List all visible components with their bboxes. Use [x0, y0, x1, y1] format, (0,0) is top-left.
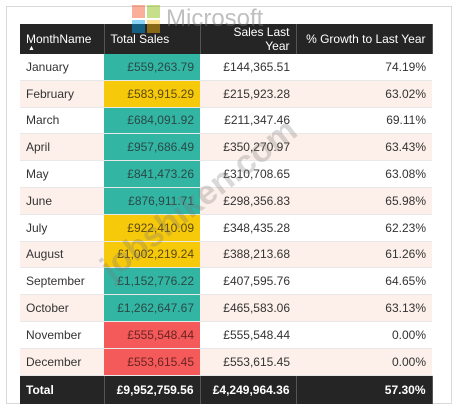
windows-logo-icon — [132, 5, 160, 33]
table-row: September £1,152,776.22 £407,595.76 64.65% — [20, 267, 432, 296]
total-sales-cell: £553,615.45 — [104, 348, 200, 376]
microsoft-logo: Microsoft — [132, 4, 263, 34]
total-sales-cell: £922,410.09 — [104, 214, 200, 242]
sales-last-year-cell: £553,615.45 — [200, 348, 296, 376]
month-cell: November — [20, 321, 104, 349]
table-row: July £922,410.09 £348,435.28 62.23% — [20, 214, 432, 242]
month-cell: April — [20, 133, 104, 162]
growth-cell: 63.43% — [296, 133, 432, 162]
total-sales-cell: £841,473.26 — [104, 160, 200, 188]
total-sales-total: £9,952,759.56 — [104, 375, 201, 404]
total-sales-cell: £1,002,219.24 — [104, 241, 200, 269]
sales-last-year-cell: £407,595.76 — [200, 267, 296, 296]
sales-last-year-cell: £211,347.46 — [200, 107, 296, 135]
month-cell: October — [20, 294, 104, 322]
sales-last-year-cell: £388,213.68 — [200, 241, 296, 269]
total-growth: 57.30% — [296, 375, 433, 404]
total-label: Total — [20, 375, 105, 404]
sales-last-year-cell: £350,270.97 — [200, 133, 296, 162]
sales-last-year-cell: £144,365.51 — [200, 54, 296, 81]
header-month-name-label: MonthName — [26, 32, 92, 46]
total-sales-cell: £684,091.92 — [104, 107, 200, 135]
total-sales-cell: £1,262,647.67 — [104, 294, 200, 322]
table-row: March £684,091.92 £211,347.46 69.11% — [20, 107, 432, 135]
logo-text: Microsoft — [166, 5, 264, 32]
table-row: November £555,548.44 £555,548.44 0.00% — [20, 321, 432, 349]
total-sales-last-year: £4,249,964.36 — [200, 375, 297, 404]
growth-cell: 74.19% — [296, 54, 432, 81]
month-cell: September — [20, 267, 104, 296]
growth-cell: 0.00% — [296, 321, 432, 349]
total-sales-cell: £1,152,776.22 — [104, 267, 200, 296]
header-growth[interactable]: % Growth to Last Year — [296, 24, 433, 54]
growth-cell: 64.65% — [296, 267, 432, 296]
month-cell: January — [20, 54, 104, 81]
growth-cell: 63.02% — [296, 80, 432, 108]
month-cell: March — [20, 107, 104, 135]
month-cell: August — [20, 241, 104, 269]
total-sales-cell: £957,686.49 — [104, 133, 200, 162]
total-sales-cell: £559,263.79 — [104, 54, 200, 81]
table-row: January £559,263.79 £144,365.51 74.19% — [20, 54, 432, 81]
sort-ascending-icon[interactable]: ▲ — [28, 45, 35, 52]
sales-last-year-cell: £215,923.28 — [200, 80, 296, 108]
growth-cell: 0.00% — [296, 348, 432, 376]
growth-cell: 61.26% — [296, 241, 432, 269]
table-row: June £876,911.71 £298,356.83 65.98% — [20, 187, 432, 215]
table-row: October £1,262,647.67 £465,583.06 63.13% — [20, 294, 432, 322]
table-row: August £1,002,219.24 £388,213.68 61.26% — [20, 241, 432, 269]
sales-last-year-cell: £310,708.65 — [200, 160, 296, 188]
table-row: May £841,473.26 £310,708.65 63.08% — [20, 160, 432, 188]
total-sales-cell: £555,548.44 — [104, 321, 200, 349]
sales-last-year-cell: £465,583.06 — [200, 294, 296, 322]
table-row: December £553,615.45 £553,615.45 0.00% — [20, 348, 432, 376]
month-cell: December — [20, 348, 104, 376]
sales-last-year-cell: £555,548.44 — [200, 321, 296, 349]
month-cell: February — [20, 80, 104, 108]
total-sales-cell: £876,911.71 — [104, 187, 200, 215]
sales-matrix-table: MonthName ▲ Total Sales Sales Last Year … — [20, 24, 433, 404]
header-total-sales[interactable]: Total Sales — [104, 24, 201, 54]
header-row: MonthName ▲ Total Sales Sales Last Year … — [20, 24, 433, 54]
growth-cell: 62.23% — [296, 214, 432, 242]
growth-cell: 63.08% — [296, 160, 432, 188]
growth-cell: 65.98% — [296, 187, 432, 215]
growth-cell: 63.13% — [296, 294, 432, 322]
sales-last-year-cell: £298,356.83 — [200, 187, 296, 215]
month-cell: July — [20, 214, 104, 242]
month-cell: June — [20, 187, 104, 215]
table-row: February £583,915.29 £215,923.28 63.02% — [20, 80, 432, 108]
total-row: Total £9,952,759.56 £4,249,964.36 57.30% — [20, 375, 433, 404]
sales-last-year-cell: £348,435.28 — [200, 214, 296, 242]
table-row: April £957,686.49 £350,270.97 63.43% — [20, 133, 432, 162]
growth-cell: 69.11% — [296, 107, 432, 135]
header-month-name[interactable]: MonthName ▲ — [20, 24, 105, 54]
header-sales-last-year[interactable]: Sales Last Year — [200, 24, 297, 54]
month-cell: May — [20, 160, 104, 188]
total-sales-cell: £583,915.29 — [104, 80, 200, 108]
